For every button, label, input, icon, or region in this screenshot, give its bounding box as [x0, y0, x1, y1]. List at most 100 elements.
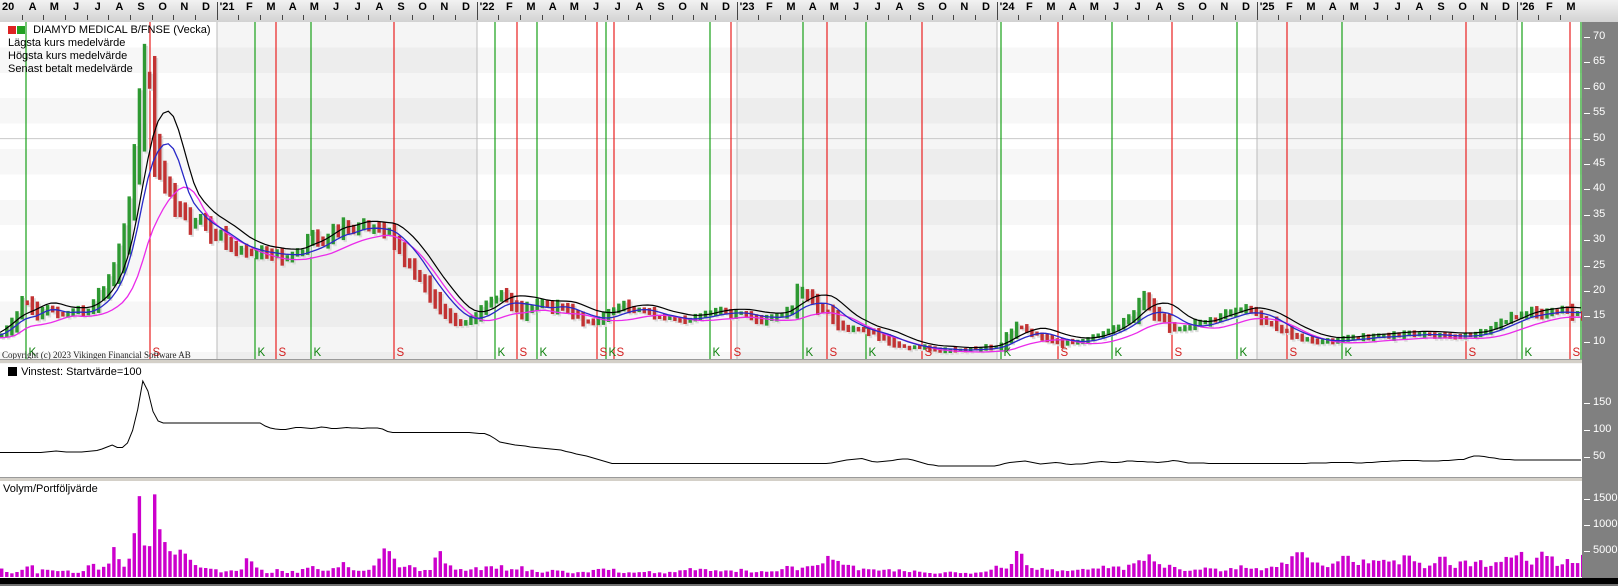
- candle: [892, 336, 896, 348]
- time-axis[interactable]: 20 A M J J A S O N D '21 F M A M J J A S O N D '22 F M A M J J A S O N D '…: [0, 0, 1618, 23]
- candle-shadow: [287, 257, 291, 264]
- volume-bar: [1030, 568, 1034, 577]
- candle-shadow: [634, 307, 638, 316]
- candle: [311, 229, 315, 246]
- volume-bar: [1484, 566, 1488, 577]
- candle-shadow: [914, 347, 919, 352]
- candle: [244, 243, 249, 258]
- volume-bar: [1397, 564, 1401, 577]
- candle: [668, 315, 672, 320]
- volume-bar: [785, 565, 789, 577]
- candle: [1417, 332, 1422, 337]
- volume-bar: [1326, 567, 1330, 577]
- month-tick: [910, 15, 912, 20]
- candle: [423, 274, 427, 293]
- volume-bar: [260, 569, 264, 577]
- candle: [1234, 307, 1238, 317]
- volume-bar: [749, 572, 754, 577]
- candle: [1020, 325, 1024, 330]
- candle-shadow: [873, 330, 878, 337]
- volume-bar: [1081, 568, 1085, 577]
- volume-bar: [1458, 561, 1462, 577]
- candle: [163, 160, 167, 194]
- candle: [1545, 308, 1549, 319]
- candle-shadow: [363, 220, 368, 233]
- profit-tick-label: 50: [1593, 450, 1606, 462]
- volume-bar: [1055, 571, 1060, 577]
- volume-bar: [188, 559, 193, 577]
- candle-shadow: [613, 309, 618, 318]
- volume-bar: [902, 571, 907, 577]
- volume-bar: [1249, 568, 1253, 577]
- buy-signal-letter: K: [258, 347, 266, 359]
- volume-bar: [606, 569, 611, 577]
- volume-bar: [153, 494, 157, 577]
- volume-bar: [1320, 565, 1325, 577]
- volume-bar: [1275, 566, 1279, 577]
- candle-shadow: [1144, 292, 1148, 313]
- axis-month-label: J: [874, 1, 881, 13]
- price-tick-label: 20: [1593, 284, 1606, 296]
- candle: [25, 300, 29, 306]
- volume-bar: [428, 569, 432, 577]
- month-tick: [21, 15, 23, 20]
- candle-shadow: [27, 302, 31, 308]
- candle-shadow: [445, 305, 449, 321]
- volume-bar: [362, 570, 366, 577]
- volume-bar: [209, 568, 213, 577]
- value-axis-gutter[interactable]: 70 65 60 55 50 45 40 35 30 25 20 15 10 150 100 50 15000'…: [1582, 22, 1618, 578]
- candle-shadow: [1011, 330, 1015, 346]
- volume-bar: [499, 565, 504, 577]
- volume-bar: [601, 568, 606, 577]
- candle-shadow: [1292, 327, 1296, 342]
- volume-bar: [688, 568, 692, 577]
- candle-shadow: [1281, 326, 1286, 336]
- volume-bar: [142, 545, 147, 577]
- volume-bar: [861, 568, 866, 577]
- panel-separator[interactable]: [0, 359, 1582, 364]
- panel-separator-2[interactable]: [0, 477, 1582, 481]
- profit-test-panel[interactable]: [0, 364, 1582, 477]
- axis-tick: [1584, 87, 1590, 89]
- volume-bar: [907, 572, 912, 577]
- axis-year-label: 20: [2, 1, 15, 13]
- candle-shadow: [302, 251, 307, 259]
- candle-shadow: [1455, 336, 1459, 342]
- candle: [321, 236, 325, 247]
- candle: [1555, 309, 1559, 315]
- candle: [1218, 313, 1223, 323]
- candle: [923, 344, 927, 350]
- candle: [433, 289, 437, 309]
- volume-bar: [479, 570, 483, 577]
- candle: [688, 317, 692, 323]
- candle: [612, 307, 616, 316]
- candle: [178, 201, 182, 218]
- sell-signal-letter: S: [279, 347, 287, 359]
- month-tick: [498, 15, 500, 20]
- volume-bar: [147, 546, 152, 577]
- candle: [877, 328, 881, 341]
- axis-month-label: J: [852, 1, 860, 13]
- candle-shadow: [139, 90, 143, 187]
- candle-shadow: [828, 311, 832, 316]
- price-chart-panel[interactable]: KSKSKSKSKSKSKSKSKSKSKSKSKSKSK: [0, 22, 1582, 359]
- axis-tick: [1584, 138, 1590, 140]
- candle: [209, 216, 213, 244]
- month-tick: [455, 15, 456, 20]
- candle: [606, 308, 611, 322]
- profit-line: [0, 379, 1581, 467]
- volume-bar: [576, 572, 580, 577]
- candle-shadow: [1123, 319, 1128, 332]
- candle-shadow: [1052, 336, 1056, 346]
- volume-bar: [953, 572, 958, 577]
- candle: [1137, 297, 1141, 325]
- candle-shadow: [1276, 318, 1281, 334]
- candle-shadow: [858, 328, 862, 334]
- candle-shadow: [506, 289, 511, 305]
- legend-ma-high: Högsta kurs medelvärde: [8, 50, 128, 62]
- candle: [1530, 306, 1534, 318]
- candle: [1519, 311, 1524, 319]
- candle-shadow: [165, 162, 169, 196]
- month-tick: [151, 15, 153, 20]
- volume-panel[interactable]: [0, 481, 1582, 578]
